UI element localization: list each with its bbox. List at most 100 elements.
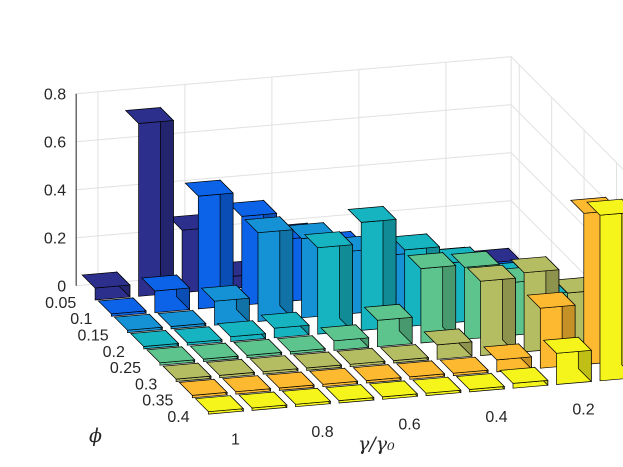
bar-top	[184, 179, 234, 197]
bar-top	[466, 264, 517, 282]
bar-top	[113, 313, 164, 331]
bar-top	[379, 344, 430, 361]
bar-top	[336, 347, 386, 365]
bar	[412, 376, 462, 396]
bar-top	[526, 291, 576, 309]
bar	[260, 311, 310, 339]
bar-top	[368, 380, 419, 398]
bar-top	[189, 342, 239, 360]
bar-top	[423, 328, 473, 346]
bar	[124, 106, 175, 297]
y-tick-label: 0.15	[78, 327, 109, 344]
bar-top	[249, 355, 299, 373]
bar	[466, 264, 517, 356]
bar	[249, 354, 299, 375]
bar-top	[228, 200, 278, 217]
bar	[336, 347, 386, 368]
x-tick-label: 0.8	[311, 424, 333, 441]
bar	[368, 380, 419, 400]
bar-top	[320, 324, 370, 342]
bar-top	[510, 256, 560, 274]
bar-top	[483, 343, 533, 361]
bar-top	[129, 330, 180, 347]
bar-top	[265, 371, 315, 389]
bar	[325, 383, 375, 404]
bar-side	[279, 215, 294, 320]
bar-top	[222, 375, 272, 393]
bar	[276, 334, 326, 355]
bars	[81, 106, 623, 415]
x-axis-label: γ/γ₀	[358, 433, 395, 455]
bar	[455, 372, 506, 393]
ticks: 00.20.40.60.80.050.10.150.20.250.30.350.…	[44, 87, 595, 449]
bar	[542, 336, 593, 385]
bar	[586, 198, 623, 382]
bar	[200, 284, 251, 326]
bar	[352, 363, 402, 384]
bar	[303, 230, 354, 335]
bar	[81, 271, 131, 301]
bar	[407, 251, 457, 344]
x-tick-label: 0.2	[572, 402, 594, 419]
bar-top	[396, 360, 446, 378]
y-tick-label: 0.2	[103, 344, 125, 361]
bar	[483, 343, 533, 373]
bar	[216, 319, 267, 342]
bar-top	[542, 336, 593, 354]
bar-top	[309, 367, 359, 385]
bar-top	[303, 231, 354, 249]
bar-top	[499, 367, 549, 384]
bar	[396, 360, 446, 380]
bar-top	[141, 274, 191, 292]
bar-top	[216, 320, 267, 338]
bar	[363, 303, 413, 348]
bar	[281, 387, 332, 408]
bar	[129, 329, 180, 350]
bar-top	[450, 250, 500, 268]
bar	[162, 362, 212, 382]
bar-top	[455, 373, 506, 390]
x-tick-label: 0.4	[485, 409, 507, 426]
bar	[526, 291, 576, 369]
z-tick-label: 0	[57, 279, 66, 296]
bar	[265, 371, 315, 391]
bar-top	[352, 364, 402, 381]
bar	[233, 338, 283, 359]
bar-top	[173, 326, 223, 344]
bar-side	[160, 106, 174, 295]
bar	[222, 374, 272, 395]
bar-top	[238, 391, 288, 409]
bar-top	[200, 284, 251, 302]
bar-top	[205, 359, 256, 376]
bar	[141, 274, 191, 313]
bar	[97, 297, 147, 317]
bar-top	[146, 346, 196, 364]
bar-front	[599, 212, 623, 382]
x-tick-label: 1	[231, 431, 240, 448]
bar	[423, 328, 473, 360]
bar	[146, 345, 196, 366]
z-tick-label: 0.4	[44, 183, 66, 200]
bar-top	[81, 271, 131, 289]
z-tick-label: 0.8	[44, 87, 66, 104]
bar-top	[407, 252, 457, 269]
bar-top	[292, 351, 343, 369]
bar-top	[276, 335, 326, 353]
y-tick-label: 0.25	[110, 360, 141, 377]
bar-top	[347, 206, 397, 223]
bar-top	[363, 303, 413, 321]
bar	[439, 356, 489, 376]
bar	[238, 391, 288, 411]
bar-top	[412, 376, 462, 394]
y-tick-label: 0.3	[135, 376, 157, 393]
bar	[157, 309, 207, 330]
bar-top	[439, 356, 489, 374]
bar-top	[281, 387, 332, 405]
x-tick-label: 0.6	[398, 416, 420, 433]
bar-top	[586, 198, 623, 216]
y-tick-label: 0.4	[167, 409, 189, 426]
bar	[184, 179, 234, 310]
bar-top	[233, 339, 283, 356]
y-tick-label: 0.35	[142, 393, 173, 410]
